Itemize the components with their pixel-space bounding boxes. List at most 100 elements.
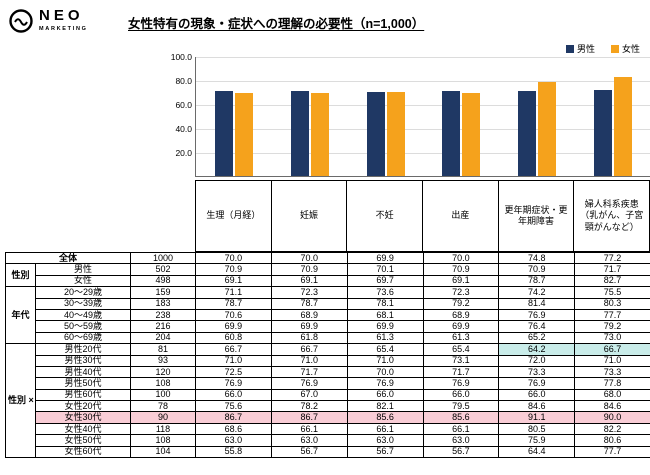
y-axis-tick-label: 100.0 — [170, 52, 192, 62]
value-cell: 80.5 — [498, 422, 576, 436]
gridline — [196, 57, 650, 58]
value-cell: 76.9 — [498, 377, 576, 390]
chart-legend: 男性 女性 — [565, 42, 640, 55]
legend-swatch-icon — [565, 44, 574, 53]
category-label: 妊娠 — [272, 181, 348, 251]
n-cell: 90 — [130, 411, 197, 424]
row-label-cell: 女性30代 — [34, 411, 132, 424]
value-cell: 86.7 — [270, 411, 348, 424]
value-cell: 73.0 — [574, 331, 650, 345]
table-row: 50〜59歳 216 69.9 69.9 69.9 69.9 76.4 79.2 — [6, 320, 650, 333]
value-cell: 72.3 — [270, 286, 348, 299]
value-cell: 73.3 — [574, 365, 650, 379]
bar-女性-6 — [614, 76, 633, 176]
value-cell: 61.3 — [346, 331, 424, 345]
value-cell: 63.0 — [346, 434, 424, 447]
value-cell: 73.1 — [422, 354, 500, 367]
value-cell: 80.6 — [574, 434, 650, 447]
legend-item: 男性 — [565, 42, 595, 55]
bar-男性-2 — [290, 90, 309, 176]
table-row: 60〜69歳 204 60.8 61.8 61.3 61.3 65.2 73.0 — [6, 331, 650, 345]
value-cell: 78.2 — [270, 400, 348, 413]
y-axis-tick-label: 40.0 — [175, 124, 192, 134]
value-cell: 85.6 — [422, 411, 500, 424]
logo-wave-icon — [8, 8, 34, 34]
logo-text: NEO MARKETING — [39, 8, 88, 32]
n-cell: 108 — [130, 434, 197, 447]
value-cell: 71.1 — [195, 286, 272, 299]
category-label: 婦人科系疾患（乳がん、子宮頸がんなど） — [580, 198, 644, 232]
value-cell: 70.0 — [270, 251, 348, 265]
value-cell: 85.6 — [346, 411, 424, 424]
value-cell: 63.0 — [270, 434, 348, 447]
table-row: 男性50代 108 76.9 76.9 76.9 76.9 76.9 77.8 — [6, 377, 650, 390]
category-label: 不妊 — [347, 181, 424, 251]
value-cell: 78.1 — [346, 297, 424, 310]
page-title: 女性特有の現象・症状への理解の必要性（n=1,000） — [128, 17, 425, 31]
bar-男性-5 — [518, 90, 537, 176]
table-row: 40〜49歳 238 70.6 68.9 68.1 68.9 76.9 77.7 — [6, 308, 650, 322]
value-cell: 68.1 — [346, 308, 424, 322]
y-axis-tick-label: 60.0 — [175, 100, 192, 110]
gridline — [196, 153, 650, 154]
logo-brand: NEO — [39, 7, 84, 24]
value-cell: 66.7 — [270, 343, 348, 356]
data-table: 全体 1000 70.0 70.0 69.9 70.0 74.8 77.2 性別 男性 502 70.… — [4, 251, 650, 459]
value-cell: 75.6 — [195, 400, 272, 413]
value-cell: 60.8 — [195, 331, 272, 345]
value-cell: 66.7 — [195, 343, 272, 356]
value-cell: 70.0 — [422, 251, 500, 265]
row-label-cell: 女性20代 — [34, 400, 132, 413]
row-label-cell: 女性50代 — [34, 434, 132, 447]
table-row: 女性40代 118 68.6 66.1 66.1 66.1 80.5 82.2 — [6, 422, 650, 436]
bar-男性-6 — [594, 89, 613, 176]
value-cell: 91.1 — [498, 411, 576, 424]
value-cell: 69.9 — [346, 251, 424, 265]
value-cell: 56.7 — [422, 445, 500, 459]
bar-女性-4 — [462, 93, 481, 176]
gridline — [196, 129, 650, 130]
value-cell: 70.1 — [346, 263, 424, 276]
value-cell: 67.0 — [270, 388, 348, 402]
row-label-cell: 40〜49歳 — [34, 308, 132, 322]
table-row: 女性30代 90 86.7 86.7 85.6 85.6 91.1 90.0 — [6, 411, 650, 424]
value-cell: 66.7 — [574, 343, 650, 356]
value-cell: 66.1 — [422, 422, 500, 436]
bar-女性-2 — [310, 93, 329, 176]
value-cell: 68.9 — [422, 308, 500, 322]
value-cell: 66.1 — [270, 422, 348, 436]
value-cell: 81.4 — [498, 297, 576, 310]
table-row: 女性 498 69.1 69.1 69.7 69.1 78.7 82.7 — [6, 274, 650, 288]
value-cell: 69.9 — [270, 320, 348, 333]
value-cell: 69.7 — [346, 274, 424, 288]
value-cell: 73.6 — [346, 286, 424, 299]
value-cell: 71.0 — [195, 354, 272, 367]
value-cell: 65.4 — [422, 343, 500, 356]
value-cell: 77.7 — [574, 445, 650, 459]
row-label-cell: 女性40代 — [34, 422, 132, 436]
value-cell: 63.0 — [195, 434, 272, 447]
bar-男性-3 — [366, 91, 385, 176]
value-cell: 72.3 — [422, 286, 500, 299]
value-cell: 61.8 — [270, 331, 348, 345]
bar-女性-1 — [234, 93, 253, 176]
value-cell: 80.3 — [574, 297, 650, 310]
n-cell: 93 — [130, 354, 197, 367]
table-row: 全体 1000 70.0 70.0 69.9 70.0 74.8 77.2 — [4, 251, 650, 265]
value-cell: 70.9 — [498, 263, 576, 276]
value-cell: 68.9 — [270, 308, 348, 322]
row-label-cell: 全体 — [4, 251, 132, 265]
row-group-cell: 性別 — [5, 263, 36, 288]
category-label: 出産 — [423, 181, 499, 251]
table-row: 年代 20〜29歳 159 71.1 72.3 73.6 72.3 74.2 75.5 — [5, 286, 650, 345]
bar-男性-4 — [442, 90, 461, 176]
value-cell: 74.8 — [498, 251, 576, 265]
data-table-body: 全体 1000 70.0 70.0 69.9 70.0 74.8 77.2 性別 男性 502 70.… — [4, 251, 650, 459]
value-cell: 66.1 — [346, 422, 424, 436]
legend-label: 男性 — [576, 44, 595, 54]
value-cell: 76.4 — [498, 320, 576, 333]
value-cell: 69.1 — [422, 274, 500, 288]
value-cell: 72.0 — [498, 354, 576, 367]
value-cell: 73.3 — [498, 365, 576, 379]
table-row: 女性20代 78 75.6 78.2 82.1 79.5 84.6 84.6 — [6, 400, 650, 413]
